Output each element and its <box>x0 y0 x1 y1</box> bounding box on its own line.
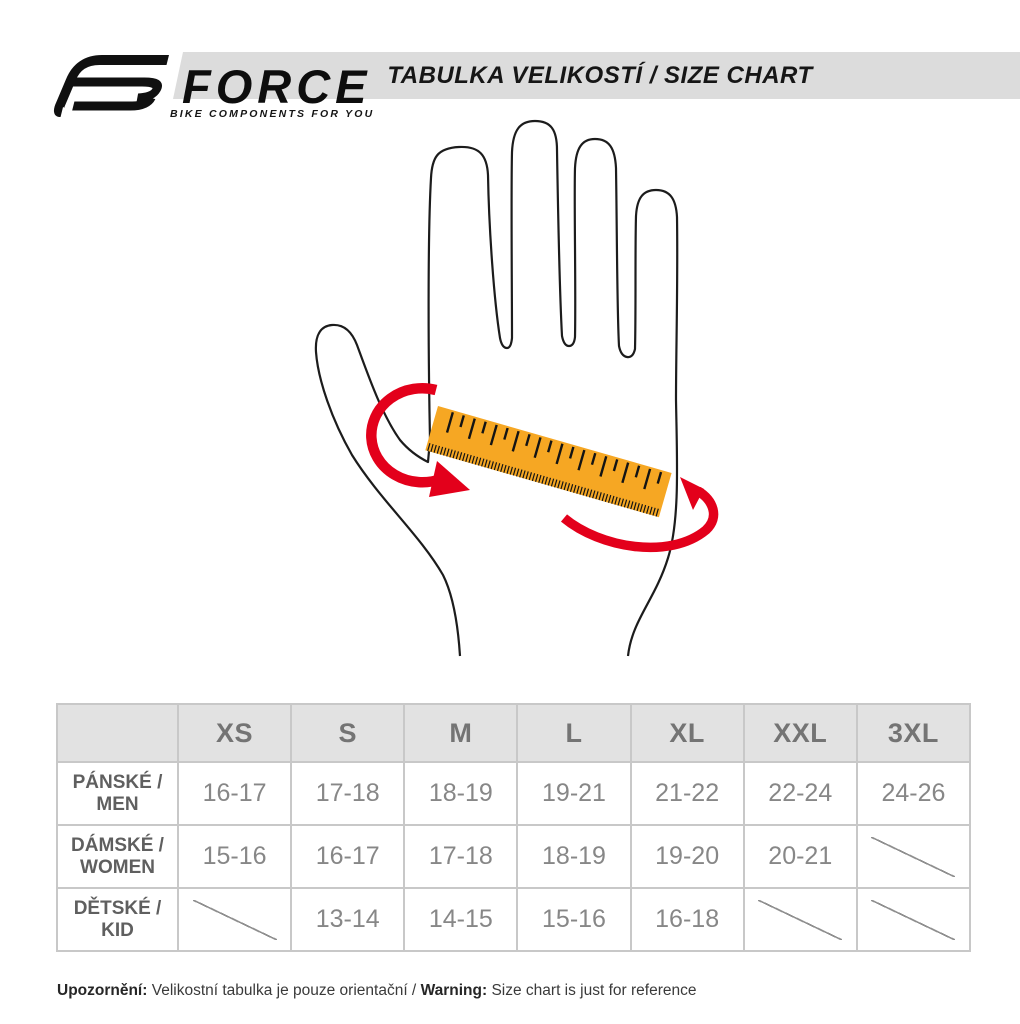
size-value-cell: 16-17 <box>176 761 293 826</box>
brand-name: FORCE <box>182 60 372 113</box>
size-value-cell: 24-26 <box>855 761 972 826</box>
row-label: DĚTSKÉ / KID <box>56 887 179 952</box>
footer-warning: Upozornění: Velikostní tabulka je pouze … <box>57 982 697 1000</box>
measuring-tape <box>425 406 672 518</box>
row-label: DÁMSKÉ / WOMEN <box>56 824 179 889</box>
corner-cell <box>56 703 179 763</box>
warning-label-cz: Upozornění: <box>57 982 148 999</box>
table-row: DĚTSKÉ / KID 13-14 14-15 15-16 16-18 <box>56 887 972 952</box>
right-arrow-icon <box>560 486 719 553</box>
wrap-around-arrows <box>366 383 719 553</box>
hand-outline <box>314 119 679 657</box>
size-value-cell: 16-18 <box>629 887 745 952</box>
size-value-cell: 22-24 <box>742 761 858 826</box>
right-arrowhead-icon <box>680 477 704 510</box>
size-table-body: PÁNSKÉ / MEN 16-17 17-18 18-19 19-21 21-22 22-… <box>56 761 972 952</box>
tape-band <box>425 406 672 518</box>
force-logo: FORCE BIKE COMPONENTS FOR YOU <box>53 55 374 120</box>
slash-icon <box>192 899 277 940</box>
no-size-cell <box>855 887 972 952</box>
no-size-cell <box>855 824 972 889</box>
size-value-cell: 18-19 <box>403 761 519 826</box>
warning-text-cz: Velikostní tabulka je pouze orientační / <box>147 982 421 999</box>
size-table-head: XS S M L XL XXL 3XL <box>56 703 972 763</box>
size-column-header-3xl: 3XL <box>855 703 972 763</box>
size-value-cell: 21-22 <box>629 761 745 826</box>
table-row: DÁMSKÉ / WOMEN 15-16 16-17 17-18 18-19 19-20 2… <box>56 824 972 889</box>
warning-text-en: Size chart is just for reference <box>487 982 697 999</box>
left-arrowhead-icon <box>429 461 470 497</box>
size-column-header-s: S <box>290 703 406 763</box>
size-column-header-l: L <box>516 703 632 763</box>
force-emblem-icon <box>53 55 169 117</box>
size-value-cell: 20-21 <box>742 824 858 889</box>
size-column-header-xs: XS <box>176 703 293 763</box>
size-value-cell: 14-15 <box>403 887 519 952</box>
no-size-cell <box>742 887 858 952</box>
size-value-cell: 17-18 <box>290 761 406 826</box>
slash-icon <box>758 899 843 940</box>
slash-icon <box>871 836 956 877</box>
size-column-header-xl: XL <box>629 703 745 763</box>
table-row: PÁNSKÉ / MEN 16-17 17-18 18-19 19-21 21-22 22-… <box>56 761 972 826</box>
size-value-cell: 17-18 <box>403 824 519 889</box>
size-value-cell: 19-20 <box>629 824 745 889</box>
warning-label-en: Warning: <box>420 982 488 999</box>
row-label: PÁNSKÉ / MEN <box>56 761 179 826</box>
size-value-cell: 19-21 <box>516 761 632 826</box>
size-value-cell: 15-16 <box>516 887 632 952</box>
size-column-header-m: M <box>403 703 519 763</box>
left-arrow-icon <box>366 383 443 488</box>
size-value-cell: 13-14 <box>290 887 406 952</box>
size-value-cell: 18-19 <box>516 824 632 889</box>
size-value-cell: 16-17 <box>290 824 406 889</box>
size-value-cell: 15-16 <box>176 824 293 889</box>
slash-icon <box>871 899 956 940</box>
brand-tagline: BIKE COMPONENTS FOR YOU <box>170 108 374 120</box>
page-title: TABULKA VELIKOSTÍ / SIZE CHART <box>387 62 813 89</box>
size-table: XS S M L XL XXL 3XL PÁNSKÉ / MEN 16-17 17-18 18-1… <box>56 703 972 952</box>
no-size-cell <box>176 887 293 952</box>
tape-ticks <box>427 412 663 517</box>
size-column-header-xxl: XXL <box>742 703 858 763</box>
